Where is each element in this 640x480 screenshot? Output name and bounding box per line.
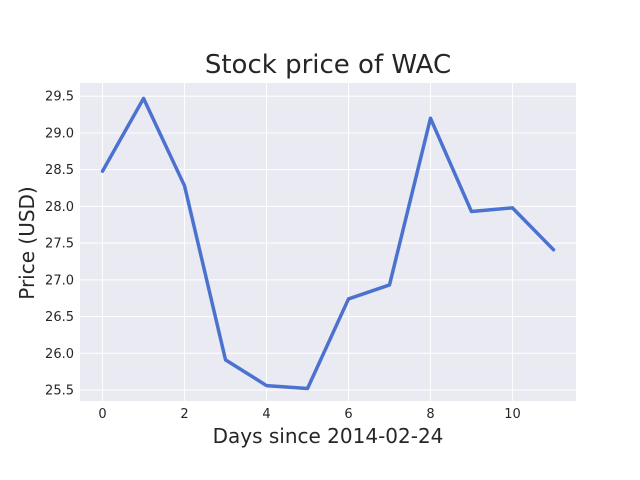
y-tick-label: 26.5 <box>45 310 74 325</box>
price-series-line <box>100 96 556 391</box>
y-axis-label: Price (USD) <box>15 186 39 300</box>
data-point <box>142 96 146 100</box>
data-point <box>101 169 105 173</box>
tick-labels: 0 2 4 6 8 10 25.5 26.0 26.5 27.0 27.5 28.0 28.5 29.0 2… <box>45 90 521 422</box>
x-tick-label: 2 <box>180 407 188 422</box>
y-tick-label: 27.0 <box>45 273 74 288</box>
x-axis-label: Days since 2014-02-24 <box>213 424 444 448</box>
y-tick-label: 28.0 <box>45 200 74 215</box>
x-tick-label: 4 <box>262 407 270 422</box>
x-tick-label: 6 <box>344 407 352 422</box>
data-point <box>428 116 432 120</box>
data-point <box>387 283 391 287</box>
x-tick-label: 10 <box>504 407 521 422</box>
data-point <box>224 358 228 362</box>
y-tick-label: 25.5 <box>45 383 74 398</box>
data-point <box>265 384 269 388</box>
data-point <box>346 297 350 301</box>
y-tick-label: 26.0 <box>45 347 74 362</box>
data-point <box>183 184 187 188</box>
data-point <box>306 387 310 391</box>
x-tick-label: 0 <box>98 407 106 422</box>
grid-lines <box>80 83 576 401</box>
data-point <box>469 210 473 214</box>
data-point <box>551 248 555 252</box>
x-tick-label: 8 <box>426 407 434 422</box>
y-tick-label: 27.5 <box>45 237 74 252</box>
y-tick-label: 29.5 <box>45 90 74 105</box>
y-tick-label: 29.0 <box>45 126 74 141</box>
series-layer <box>100 96 556 391</box>
data-point <box>510 206 514 210</box>
y-tick-label: 28.5 <box>45 163 74 178</box>
chart-title: Stock price of WAC <box>205 50 451 80</box>
